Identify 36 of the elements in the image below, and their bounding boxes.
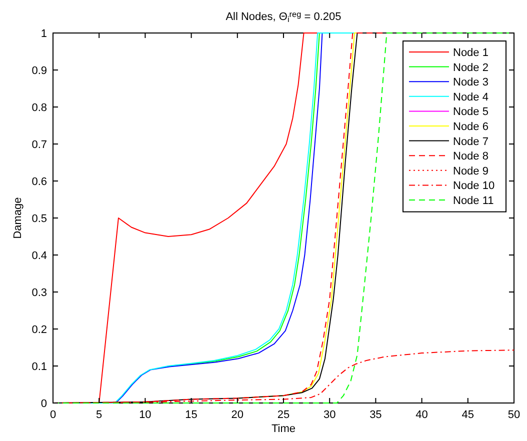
y-tick-label: 0.2 <box>32 324 47 336</box>
legend-label: Node 9 <box>453 165 488 178</box>
y-axis-title: Damage <box>12 197 24 239</box>
legend-label: Node 7 <box>453 136 488 148</box>
legend-label: Node 5 <box>453 106 488 118</box>
chart-title: All Nodes, Θ$_{i}$$^{reg}$ = 0.205 <box>226 10 342 24</box>
legend-label: Node 1 <box>453 47 488 59</box>
legend-label: Node 3 <box>453 76 488 89</box>
y-tick-label: 0.5 <box>32 213 47 225</box>
x-axis-title: Time <box>271 423 296 435</box>
y-tick-label: 0.9 <box>32 65 47 77</box>
y-tick-label: 0.6 <box>32 176 47 188</box>
x-tick-label: 20 <box>231 409 244 421</box>
legend-label: Node 4 <box>453 91 488 104</box>
x-tick-label: 25 <box>277 409 290 421</box>
y-tick-label: 1 <box>40 28 47 40</box>
legend-label: Node 6 <box>453 121 488 133</box>
legend-label: Node 8 <box>453 150 488 163</box>
y-tick-label: 0.1 <box>32 361 47 373</box>
y-tick-label: 0.7 <box>32 139 47 151</box>
y-tick-label: 0.4 <box>32 250 47 262</box>
legend-label: Node 11 <box>453 195 494 207</box>
x-tick-label: 40 <box>416 409 428 421</box>
y-tick-label: 0.8 <box>32 102 47 114</box>
legend-label: Node 2 <box>453 62 488 74</box>
x-tick-label: 0 <box>50 409 56 421</box>
x-tick-label: 50 <box>508 409 520 421</box>
x-tick-label: 45 <box>462 409 474 421</box>
x-tick-label: 30 <box>323 409 336 421</box>
legend-label: Node 10 <box>453 180 495 192</box>
x-tick-label: 35 <box>370 409 382 421</box>
x-tick-label: 15 <box>185 409 198 421</box>
y-tick-label: 0 <box>40 398 47 410</box>
y-tick-label: 0.3 <box>32 287 47 299</box>
x-tick-label: 5 <box>96 409 102 421</box>
x-tick-label: 10 <box>139 409 152 421</box>
